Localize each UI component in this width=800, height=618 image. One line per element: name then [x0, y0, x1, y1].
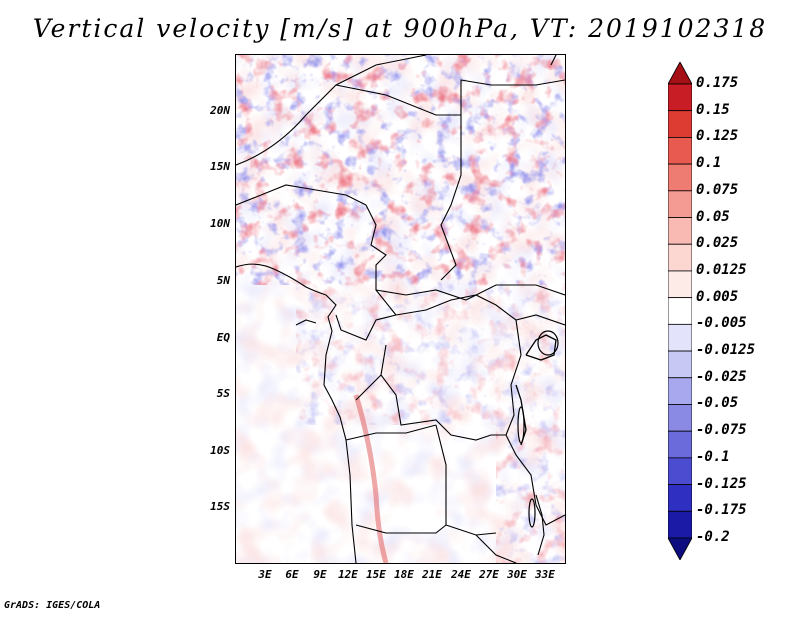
colorbar-label: -0.125 — [696, 475, 747, 492]
strong-field-layer-north — [236, 55, 565, 285]
updraft-streak — [353, 394, 389, 563]
lat-label-10n: 10N — [210, 217, 230, 230]
lon-label-12e: 12E — [338, 568, 358, 581]
colorbar-bottom-triangle — [668, 537, 692, 560]
colorbar-label: 0.05 — [696, 208, 730, 225]
colorbar-label: -0.075 — [696, 422, 747, 439]
lon-label-30e: 30E — [507, 568, 527, 581]
colorbar-segment — [668, 163, 692, 192]
colorbar-label: -0.0125 — [696, 342, 756, 359]
colorbar-segment — [668, 137, 692, 165]
lat-label-5s: 5S — [216, 387, 230, 400]
colorbar-label: 0.175 — [696, 75, 739, 91]
lon-label-21e: 21E — [422, 568, 442, 581]
lon-label-33e: 33E — [535, 568, 555, 581]
colorbar-segment — [668, 510, 692, 539]
colorbar-label: -0.1 — [696, 448, 730, 465]
colorbar — [668, 62, 692, 560]
strong-field-layer-southeast — [496, 425, 565, 563]
colorbar-label: -0.175 — [696, 502, 747, 519]
colorbar-segment — [668, 430, 692, 459]
colorbar-label: 0.1 — [696, 155, 722, 172]
colorbar-label: 0.15 — [696, 101, 730, 118]
lat-label-5n: 5N — [216, 274, 230, 287]
lon-label-24e: 24E — [451, 568, 471, 581]
colorbar-label: 0.005 — [696, 288, 739, 305]
colorbar-label: 0.125 — [696, 128, 739, 145]
lat-label-eq: EQ — [216, 331, 230, 344]
lon-label-18e: 18E — [394, 568, 414, 581]
colorbar-segment — [668, 270, 692, 299]
colorbar-label: -0.05 — [696, 395, 739, 412]
colorbar-label: -0.005 — [696, 315, 747, 332]
lat-label-20n: 20N — [210, 104, 230, 117]
lat-label-15s: 15S — [210, 500, 230, 513]
map-panel[interactable] — [235, 54, 566, 564]
colorbar-segment — [668, 377, 692, 405]
colorbar-segment — [668, 457, 692, 485]
political-boundaries — [236, 55, 565, 563]
colorbar-label: -0.2 — [696, 529, 730, 545]
colorbar-segment — [668, 404, 692, 432]
lon-label-9e: 9E — [313, 568, 327, 581]
colorbar-segments — [668, 62, 692, 560]
strong-field-layer-central — [296, 285, 565, 425]
vertical-velocity-map — [236, 55, 565, 563]
lake-markers — [517, 330, 559, 528]
colorbar-segment — [668, 350, 692, 379]
lon-label-3e: 3E — [258, 568, 272, 581]
colorbar-label: 0.025 — [696, 235, 739, 252]
lon-label-27e: 27E — [479, 568, 499, 581]
colorbar-label: 0.0125 — [696, 261, 747, 278]
lat-label-10s: 10S — [210, 444, 230, 457]
lon-label-15e: 15E — [366, 568, 386, 581]
colorbar-label: 0.075 — [696, 181, 739, 198]
colorbar-segment — [668, 110, 692, 138]
colorbar-label: -0.025 — [696, 368, 747, 385]
colorbar-segment — [668, 484, 692, 512]
colorbar-top-triangle — [668, 62, 692, 85]
grads-credit: GrADS: IGES/COLA — [4, 600, 101, 611]
map-title: Vertical velocity [m/s] at 900hPa, VT: 2… — [32, 14, 768, 43]
colorbar-segment — [668, 83, 692, 112]
colorbar-segment — [668, 217, 692, 245]
colorbar-segment — [668, 243, 692, 272]
colorbar-segment — [668, 190, 692, 218]
lon-label-6e: 6E — [285, 568, 299, 581]
lat-label-15n: 15N — [210, 160, 230, 173]
colorbar-segment — [668, 297, 692, 325]
colorbar-segment — [668, 323, 692, 352]
